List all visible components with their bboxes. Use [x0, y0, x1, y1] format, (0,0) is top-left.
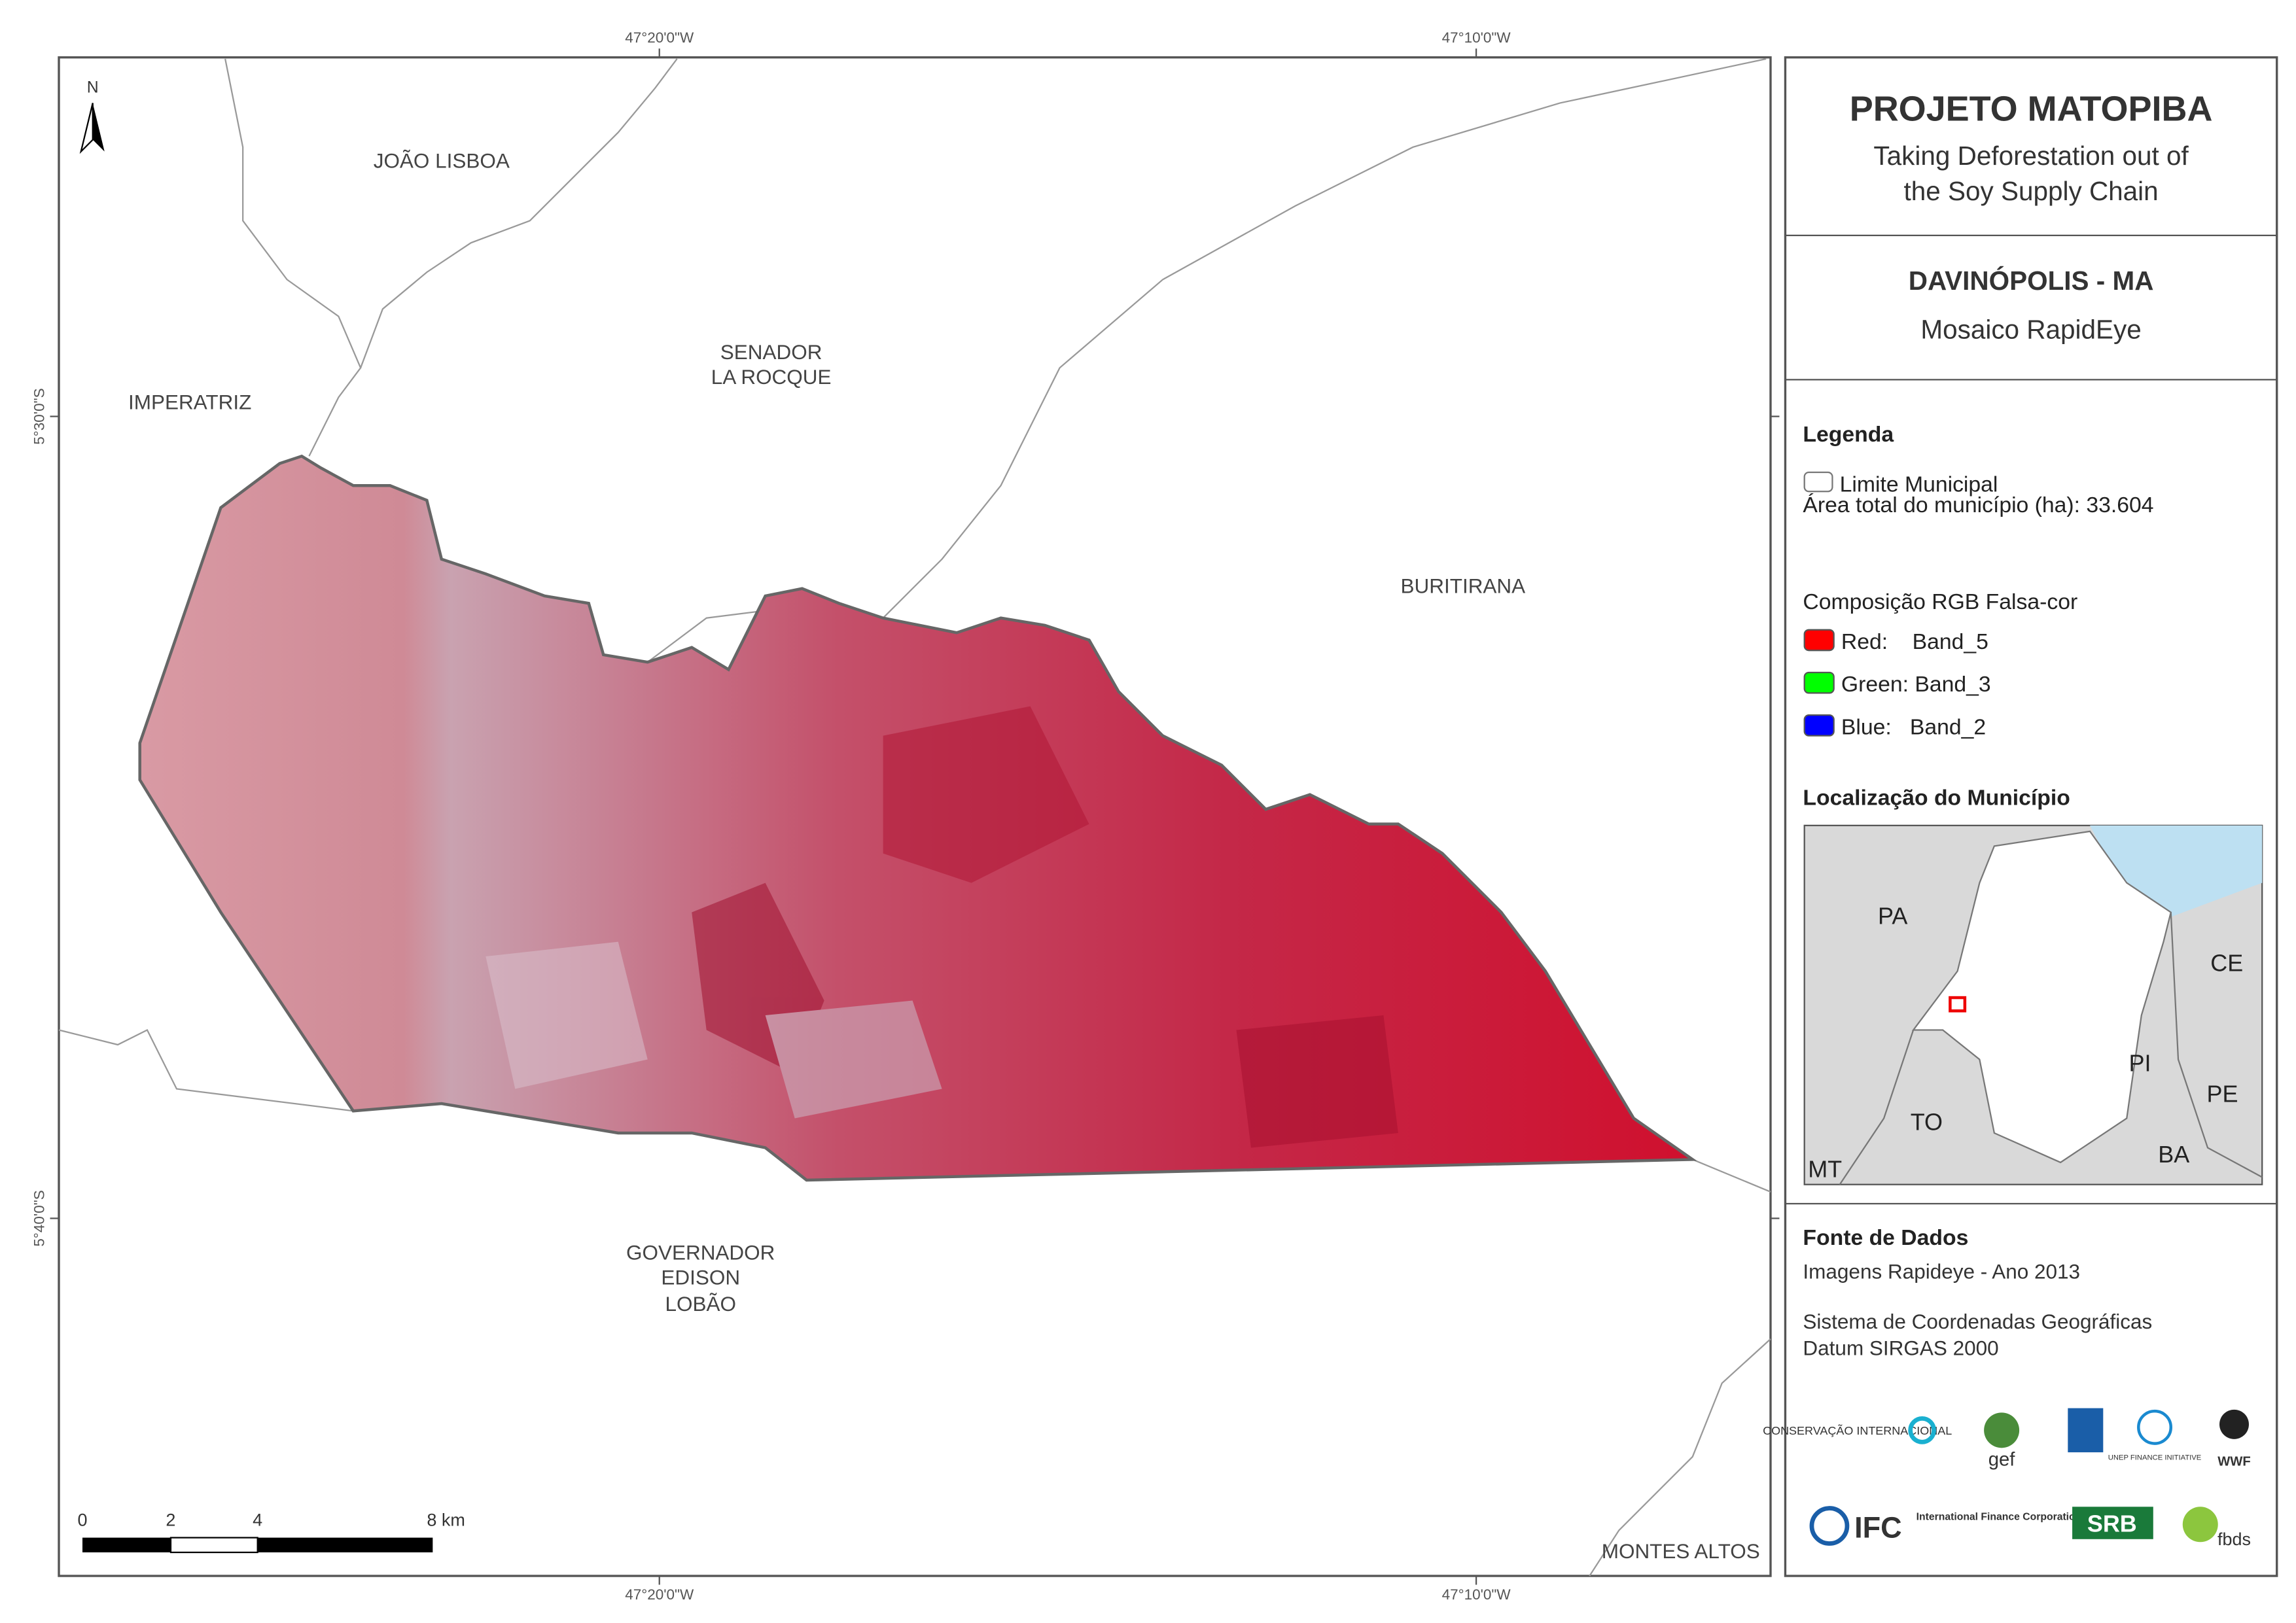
place-label: IMPERATRIZ — [128, 390, 251, 413]
place-label: EDISON — [661, 1266, 740, 1289]
place-label: SENADOR — [720, 340, 822, 364]
sources-title: Fonte de Dados — [1803, 1225, 1968, 1250]
longitude-label: 47°10'0"W — [1442, 29, 1511, 46]
legend-label: Área total do município (ha): 33.604 — [1803, 493, 2153, 517]
logos: CONSERVAÇÃO INTERNACIONAL gef UNEP FINAN… — [1763, 1408, 2251, 1549]
band-legend: Red: Band_5 Green: Band_3 Blue: Band_2 — [1803, 629, 1991, 739]
inset-states: PA CE PI PE TO BA MT — [1808, 903, 2243, 1183]
state-label: PA — [1878, 903, 1907, 930]
place-label: LOBÃO — [665, 1292, 736, 1316]
logo: CONSERVAÇÃO INTERNACIONAL — [1763, 1423, 1952, 1437]
location-marker — [1949, 996, 1967, 1013]
graticule — [50, 48, 1780, 1585]
source-line: Datum SIRGAS 2000 — [1803, 1336, 1998, 1360]
longitude-label: 47°20'0"W — [625, 29, 694, 46]
panel-subtitle: the Soy Supply Chain — [1903, 176, 2158, 206]
state-label: CE — [2210, 950, 2243, 977]
latitude-label: 5°40'0"S — [31, 1190, 48, 1246]
scale-label: 0 — [77, 1510, 87, 1530]
north-label: N — [87, 79, 99, 97]
land-patches — [486, 706, 1398, 1148]
location-title: Localização do Município — [1803, 785, 2070, 810]
band-swatch — [1803, 714, 1835, 737]
band-label: Red: Band_5 — [1841, 629, 1988, 654]
place-label: GOVERNADOR — [626, 1240, 775, 1264]
north-arrow: N — [79, 79, 105, 154]
logo: gef — [1988, 1449, 2016, 1470]
place-label: JOÃO LISBOA — [374, 148, 510, 172]
municipality-name: DAVINÓPOLIS - MA — [1909, 266, 2154, 296]
side-panel: PROJETO MATOPIBA Taking Deforestation ou… — [1763, 56, 2278, 1577]
legend-title: Legenda — [1803, 422, 1894, 447]
inset-map — [1803, 824, 2263, 1185]
source-line: Imagens Rapideye - Ano 2013 — [1803, 1260, 2080, 1283]
logo: International Finance Corporation — [1916, 1512, 2082, 1523]
panel-subtitle: Taking Deforestation out of — [1873, 141, 2189, 171]
longitude-label: 47°10'0"W — [1442, 1586, 1511, 1603]
logo: IFC — [1854, 1511, 1901, 1544]
state-label: BA — [2158, 1141, 2189, 1168]
band-swatch — [1803, 629, 1835, 652]
logo: SRB — [2087, 1510, 2137, 1537]
place-label: BURITIRANA — [1401, 574, 1526, 597]
legend-label: Composição RGB Falsa-cor — [1803, 589, 2077, 614]
logo: UNEP FINANCE INITIATIVE — [2108, 1454, 2202, 1461]
scale-label: 2 — [166, 1510, 175, 1530]
logo: fbds — [2217, 1529, 2251, 1549]
place-label: LA ROCQUE — [711, 365, 832, 389]
band-swatch — [1803, 671, 1835, 694]
source-line: Sistema de Coordenadas Geográficas — [1803, 1310, 2152, 1333]
state-label: PI — [2129, 1050, 2151, 1077]
scale-bar: 0 2 4 8 km — [77, 1510, 465, 1554]
latitude-label: 5°30'0"S — [31, 388, 48, 444]
map-frame: JOÃO LISBOA IMPERATRIZ SENADOR LA ROCQUE… — [58, 56, 1772, 1577]
band-label: Blue: Band_2 — [1841, 714, 1986, 739]
state-label: MT — [1808, 1155, 1842, 1182]
scale-label: 4 — [253, 1510, 262, 1530]
state-label: PE — [2207, 1081, 2238, 1108]
band-label: Green: Band_3 — [1841, 672, 1991, 697]
panel-title: PROJETO MATOPIBA — [1850, 89, 2213, 128]
places: JOÃO LISBOA IMPERATRIZ SENADOR LA ROCQUE… — [128, 148, 1760, 1563]
boundary-swatch — [1803, 471, 1833, 493]
state-label: TO — [1911, 1108, 1943, 1135]
legend-label: Limite Municipal — [1840, 472, 1998, 497]
longitude-label: 47°20'0"W — [625, 1586, 694, 1603]
scale-label: 8 km — [427, 1510, 465, 1530]
place-label: MONTES ALTOS — [1602, 1539, 1760, 1563]
mosaic-label: Mosaico RapidEye — [1920, 314, 2141, 344]
logo: WWF — [2217, 1454, 2251, 1469]
